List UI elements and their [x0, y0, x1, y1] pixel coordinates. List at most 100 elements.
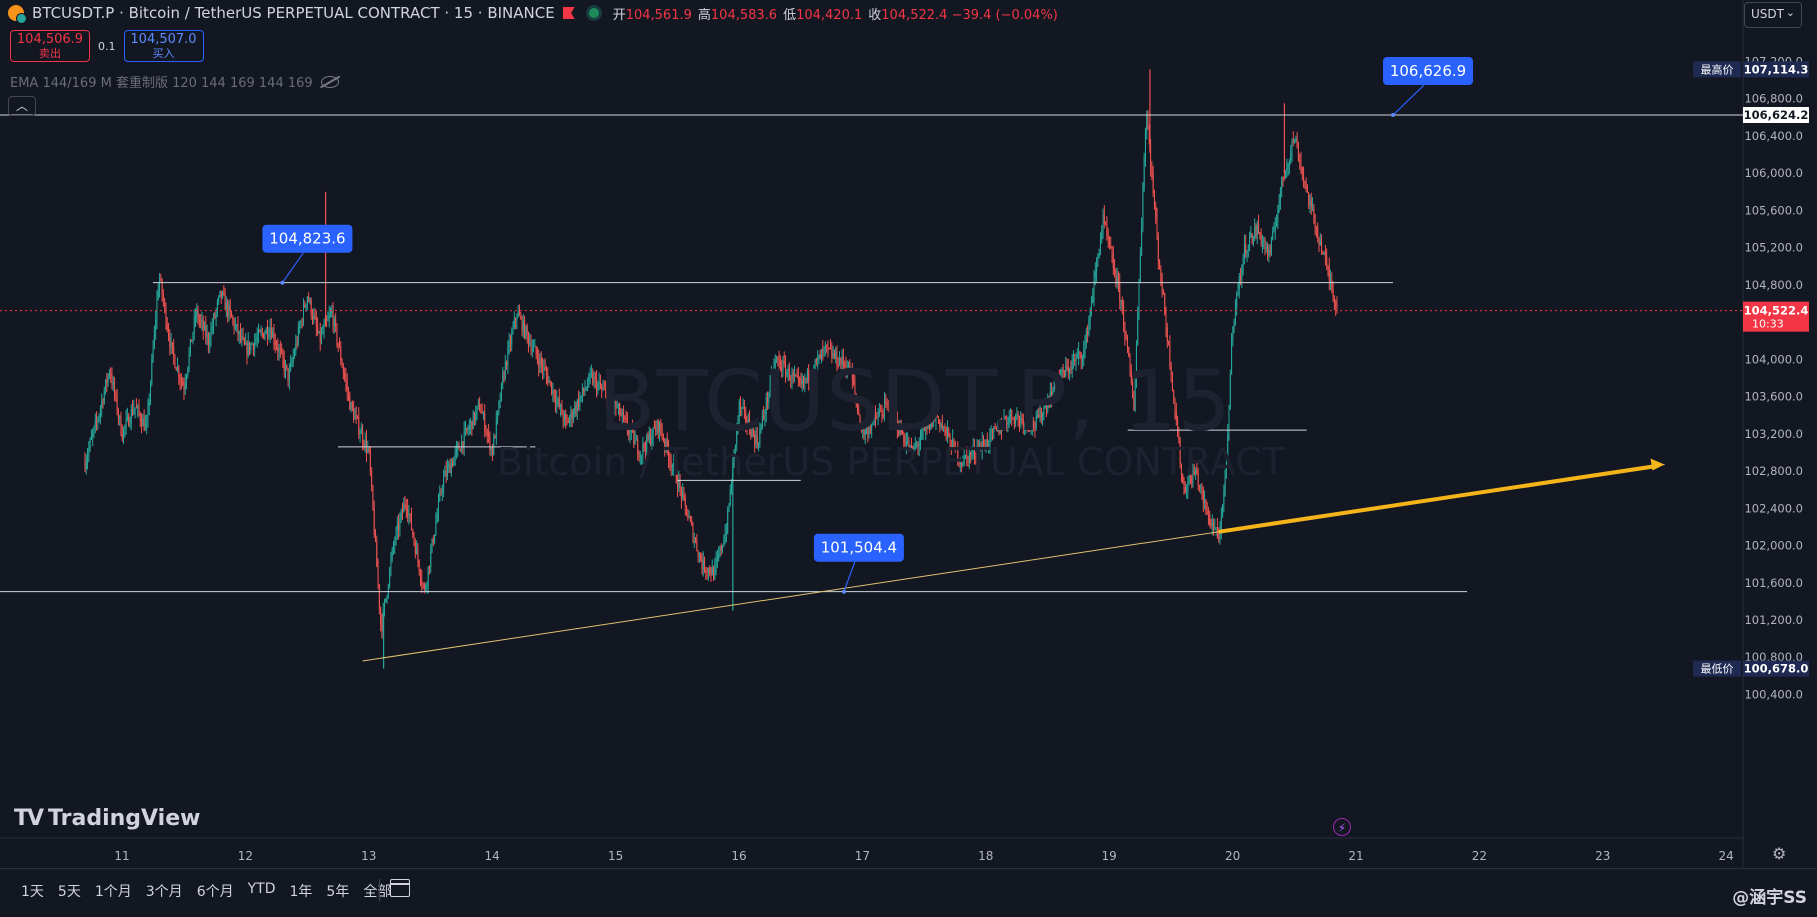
time-tick-label: 11 [114, 849, 129, 863]
price-chart[interactable]: 106,626.9104,823.6101,504.4107,200.0106,… [0, 0, 1817, 868]
candle-body [967, 456, 969, 463]
range-ytd[interactable]: YTD [247, 881, 276, 897]
candle-body [320, 332, 322, 342]
candle-body [845, 366, 847, 372]
price-tick-label: 103,200.0 [1744, 427, 1803, 441]
candle-body [1310, 199, 1312, 208]
candle-body [728, 504, 730, 510]
candle-body [1207, 514, 1209, 516]
price-tick-label: 100,400.0 [1744, 687, 1803, 701]
candle-body [1015, 416, 1017, 425]
candle-body [849, 362, 851, 372]
candle-body [428, 566, 430, 568]
candle-body [499, 400, 501, 402]
candle-body [641, 454, 643, 456]
candle-body [214, 315, 216, 318]
candle-body [867, 425, 869, 435]
symbol-title[interactable]: BTCUSDT.P · Bitcoin / TetherUS PERPETUAL… [32, 4, 555, 22]
calendar-icon[interactable] [390, 879, 410, 897]
candle-body [391, 548, 393, 560]
range-1d[interactable]: 1天 [21, 884, 44, 900]
candle-body [921, 430, 923, 440]
candle-body [286, 364, 288, 369]
range-1m[interactable]: 1个月 [94, 884, 132, 900]
candle-body [697, 550, 699, 557]
candle-body [1002, 427, 1004, 431]
candle-body [875, 415, 877, 419]
range-5d[interactable]: 5天 [57, 884, 81, 900]
candle-body [1146, 114, 1148, 133]
candle-body [844, 364, 846, 367]
candle-body [678, 480, 680, 489]
candle-body [254, 341, 256, 350]
candle-body [958, 461, 960, 464]
candle-body [745, 409, 747, 423]
candle-body [269, 328, 271, 335]
candle-body [617, 404, 619, 407]
candle-body [763, 415, 765, 417]
gear-icon[interactable]: ⚙ [1772, 844, 1787, 863]
candle-body [773, 366, 775, 378]
candle-body [440, 492, 442, 494]
candle-body [1232, 327, 1234, 340]
candle-body [358, 417, 360, 435]
candle-body [299, 326, 301, 328]
candle-body [363, 442, 365, 447]
indicator-legend[interactable]: EMA 144/169 M 套重制版 120 144 169 144 169 [10, 72, 339, 91]
range-5y[interactable]: 5年 [326, 884, 350, 900]
candle-body [192, 332, 194, 342]
author-credit: @涵宇SS [1732, 888, 1807, 908]
candle-body [855, 393, 857, 402]
time-tick-label: 23 [1595, 849, 1610, 863]
candle-body [377, 566, 379, 585]
candle-body [84, 461, 86, 470]
candle-body [368, 448, 370, 451]
candle-body [971, 452, 973, 456]
candle-body [353, 408, 355, 420]
range-6m[interactable]: 6个月 [196, 884, 234, 900]
sell-button[interactable]: 104,506.9 卖出 [10, 30, 90, 62]
candle-body [970, 452, 972, 456]
candle-body [576, 399, 578, 412]
candle-body [1147, 114, 1149, 129]
candle-body [597, 384, 599, 391]
candle-body [653, 427, 655, 429]
candle-body [385, 598, 387, 602]
candle-body [614, 400, 616, 406]
candle-body [392, 544, 394, 549]
candle-body [531, 348, 533, 352]
candle-body [279, 348, 281, 351]
candle-body [87, 455, 89, 462]
candle-body [285, 364, 287, 371]
candle-body [463, 430, 465, 448]
currency-selector[interactable]: USDT ⌄ [1744, 2, 1802, 28]
candle-body [228, 305, 230, 316]
candle-body [968, 452, 970, 463]
candle-body [102, 400, 104, 403]
candle-body [1287, 164, 1289, 168]
candle-body [480, 410, 482, 413]
candle-body [594, 377, 596, 379]
flag-icon[interactable] [562, 7, 575, 19]
hide-indicator-icon[interactable] [320, 75, 339, 88]
candle-body [278, 348, 280, 352]
candle-body [153, 329, 155, 348]
range-1y[interactable]: 1年 [289, 884, 313, 900]
candle-body [342, 367, 344, 373]
candle-body [1125, 336, 1127, 338]
time-tick-label: 19 [1102, 849, 1117, 863]
candle-body [1332, 289, 1334, 300]
candle-body [251, 343, 253, 345]
candle-body [1123, 306, 1125, 326]
candle-body [170, 342, 172, 348]
range-3m[interactable]: 3个月 [145, 884, 183, 900]
range-all[interactable]: 全部 [363, 884, 392, 900]
lightning-icon[interactable]: ⚡ [1333, 818, 1351, 836]
candle-body [1030, 427, 1032, 429]
buy-button[interactable]: 104,507.0 买入 [123, 30, 204, 62]
candle-body [925, 426, 927, 431]
collapse-legend-button[interactable]: ︿ [8, 96, 36, 116]
candle-body [601, 387, 603, 389]
price-tick-label: 101,600.0 [1744, 576, 1803, 590]
candle-body [982, 441, 984, 446]
